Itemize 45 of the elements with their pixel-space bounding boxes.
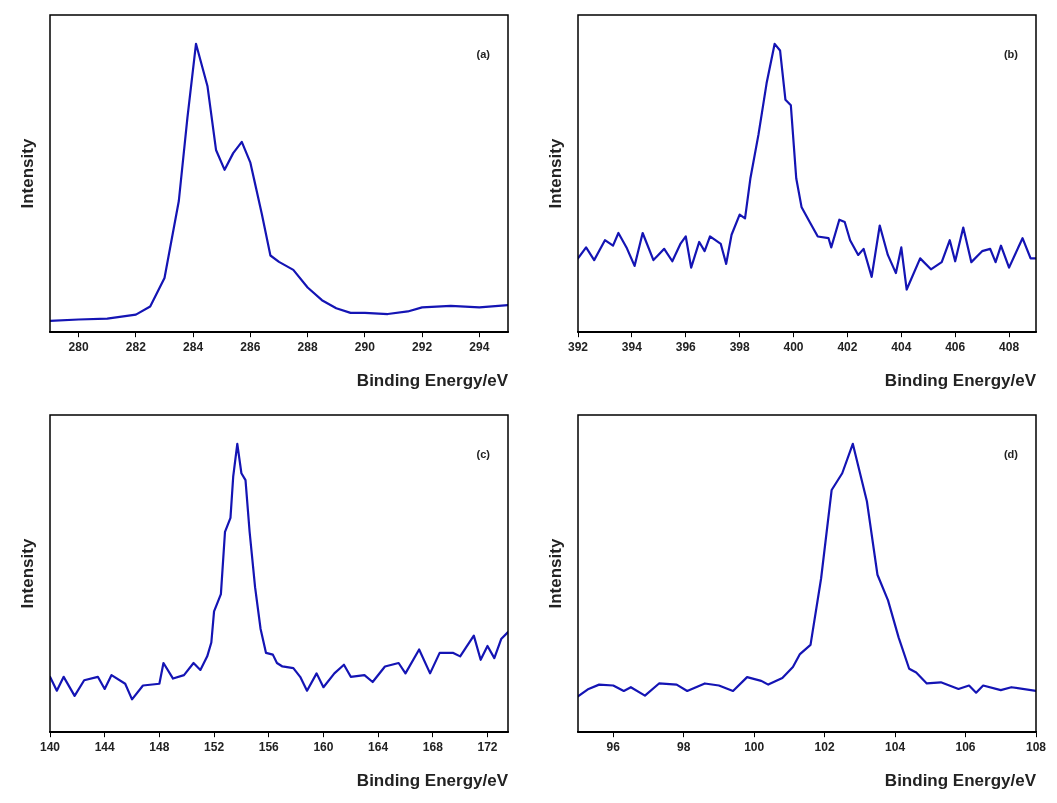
y-axis-title: Intensity: [17, 138, 37, 209]
y-axis-title: Intensity: [17, 538, 37, 609]
x-axis-title: Binding Energy/eV: [356, 371, 509, 391]
x-tick-label: 286: [240, 339, 261, 354]
x-tick-label: 152: [204, 739, 225, 754]
x-tick-label: 404: [891, 339, 912, 354]
x-tick-label: 172: [477, 739, 498, 754]
x-tick-label: 164: [368, 739, 389, 754]
x-tick-label: 398: [729, 339, 750, 354]
x-tick-label: 108: [1025, 739, 1047, 754]
x-tick-label: 290: [354, 339, 376, 354]
x-axis-title: Binding Energy/eV: [884, 771, 1037, 791]
x-tick-label: 96: [606, 739, 621, 754]
x-tick-label: 282: [125, 339, 147, 354]
x-tick-label: 140: [39, 739, 61, 754]
x-tick-label: 106: [955, 739, 976, 754]
x-tick-label: 408: [999, 339, 1020, 354]
x-tick-label: 292: [412, 339, 433, 354]
x-tick-label: 102: [814, 739, 835, 754]
x-tick-label: 98: [677, 739, 691, 754]
annotation: (d): [1003, 448, 1019, 461]
x-tick-label: 406: [945, 339, 966, 354]
x-tick-label: 400: [783, 339, 804, 354]
annotation: (b): [1003, 48, 1019, 61]
x-tick-label: 104: [885, 739, 906, 754]
x-tick-label: 160: [313, 739, 334, 754]
x-tick-label: 168: [422, 739, 444, 754]
x-tick-label: 100: [744, 739, 765, 754]
x-tick-label: 284: [183, 339, 204, 354]
x-tick-label: 280: [68, 339, 89, 354]
x-tick-label: 394: [621, 339, 643, 354]
x-tick-label: 294: [469, 339, 490, 354]
x-tick-label: 402: [837, 339, 858, 354]
x-tick-label: 396: [675, 339, 697, 354]
x-tick-label: 288: [297, 339, 318, 354]
x-axis-title: Binding Energy/eV: [884, 371, 1037, 391]
x-tick-label: 148: [149, 739, 170, 754]
annotation: (a): [476, 48, 491, 61]
x-axis-title: Binding Energy/eV: [356, 771, 509, 791]
annotation: (c): [476, 448, 491, 461]
y-axis-title: Intensity: [545, 138, 565, 209]
x-tick-label: 144: [94, 739, 116, 754]
x-tick-label: 392: [567, 339, 589, 354]
y-axis-title: Intensity: [545, 538, 565, 609]
x-tick-label: 156: [258, 739, 280, 754]
